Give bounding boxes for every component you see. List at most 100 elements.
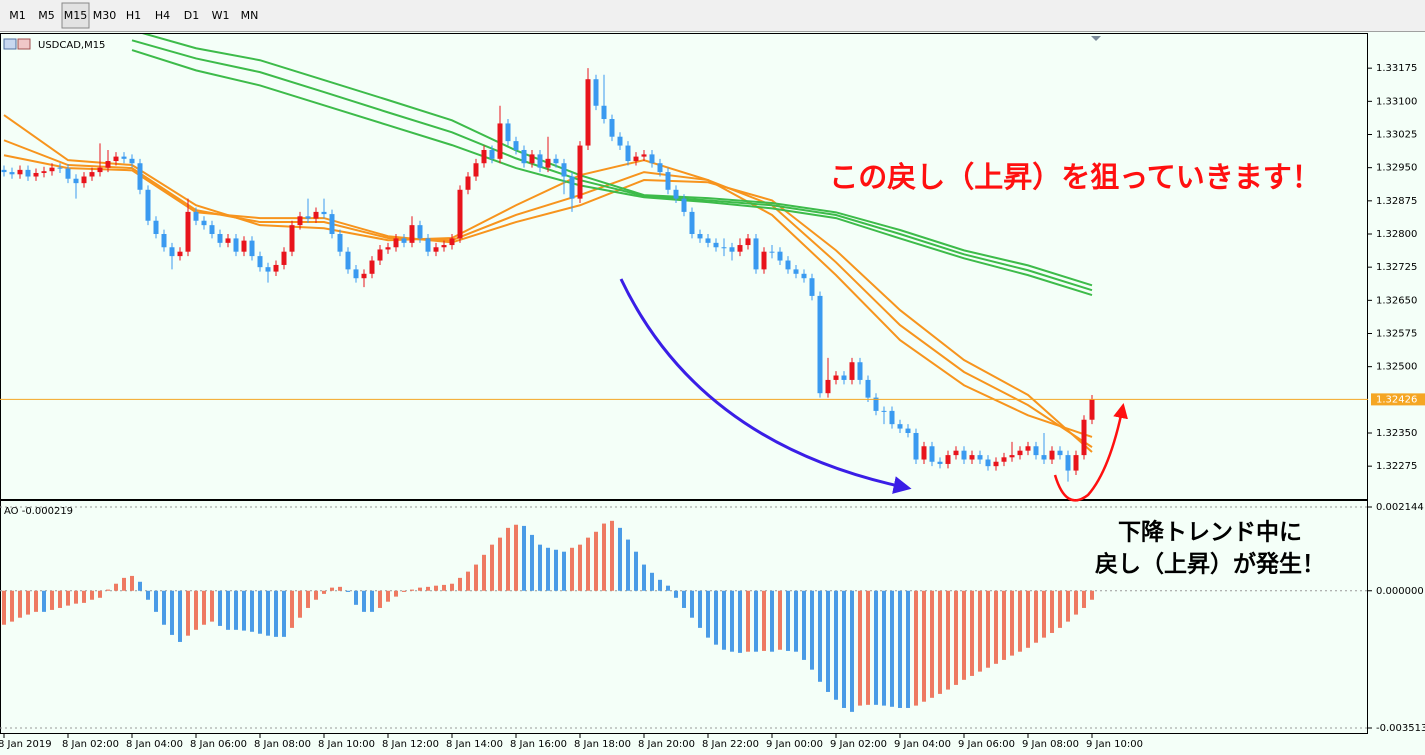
timeframe-button[interactable] [149,3,176,28]
ao-bar [506,527,510,591]
timeframe-label[interactable]: W1 [212,9,230,22]
timeframe-button[interactable] [120,3,147,28]
candle-body [505,123,511,142]
timeframe-button[interactable] [178,3,205,28]
current-price-label: 1.32426 [1376,394,1417,405]
candle-body [329,214,335,234]
ao-bar [314,590,318,600]
ao-bar [410,589,414,591]
timeframe-label[interactable]: M5 [38,9,55,22]
candle-body [865,379,871,398]
ao-bar [714,590,718,645]
timeframe-label[interactable]: M15 [64,9,88,22]
timeframe-label[interactable]: H4 [155,9,170,22]
ao-bar [1010,590,1014,656]
timeframe-button[interactable] [207,3,234,28]
candle-body [233,238,239,252]
timeframe-label[interactable]: H1 [126,9,141,22]
ao-bar [106,589,110,591]
timeframe-button[interactable] [61,2,90,29]
x-tick-label: 8 Jan 20:00 [638,739,695,750]
timeframe-button[interactable] [236,3,263,28]
ao-bar [18,590,22,618]
ao-bar [882,590,886,706]
candle-body [921,446,927,460]
candle-body [761,251,767,270]
candle-body [961,450,967,460]
main-panel-frame [0,33,1368,500]
ao-bar [90,590,94,600]
timeframe-label[interactable]: MN [241,9,259,22]
y-tick-label: 0.000000 [1376,586,1424,597]
ao-bar [642,564,646,591]
timeframe-button[interactable] [33,3,60,28]
y-tick-label: 1.33175 [1376,63,1417,74]
candle-body [249,240,255,257]
timeframe-label[interactable]: M1 [9,9,26,22]
ao-bar [186,590,190,636]
ao-bar [786,590,790,651]
symbol-icon [3,38,17,50]
candle-body [1041,455,1047,460]
ao-bar [338,586,342,591]
ao-bar [226,590,230,630]
moving-average [131,49,1093,296]
ao-bar [658,579,662,591]
ao-bar [442,584,446,591]
candle-body [257,256,263,268]
candle-body [241,240,247,252]
ao-bar [322,590,326,594]
moving-average [3,139,1093,448]
y-tick-label: 1.32575 [1376,328,1417,339]
ao-bar [434,585,438,591]
ao-bar [458,577,462,591]
candle-body [873,397,879,411]
ao-bar [522,525,526,591]
timeframe-button[interactable] [91,3,118,28]
candle-body [129,158,135,164]
candle-body [705,238,711,243]
ao-bar [682,590,686,608]
x-tick-label: 8 Jan 16:00 [510,739,567,750]
ao-bar [418,587,422,591]
candle-body [785,260,791,270]
candle-body [89,172,95,177]
ao-bar [1034,590,1038,643]
x-tick-label: 9 Jan 08:00 [1022,739,1079,750]
ao-bar [2,590,6,625]
ao-bar [234,590,238,630]
ao-bar [810,590,814,670]
x-tick-label: 9 Jan 02:00 [830,739,887,750]
candle-body [33,172,39,177]
ao-bar [250,590,254,632]
candle-body [753,238,759,270]
candle-body [953,450,959,456]
ao-bar [386,590,390,602]
ao-bar [578,544,582,591]
ao-bar [666,585,670,591]
y-tick-label: 1.33100 [1376,96,1417,107]
ao-bar [202,590,206,625]
candle-body [201,220,207,226]
ao-bar [546,547,550,591]
ao-bar [730,590,734,652]
timeframe-label[interactable]: D1 [184,9,199,22]
candle-body [305,216,311,219]
candle-body [913,432,919,460]
ao-bar [50,590,54,610]
candle-body [801,273,807,279]
ao-bar [10,590,14,622]
candle-body [1,169,7,173]
timeframe-label[interactable]: M30 [93,9,117,22]
ao-bar [562,551,566,591]
ao-bar [770,590,774,652]
timeframe-button[interactable] [4,3,31,28]
candle-body [521,149,527,164]
ao-bar [570,547,574,591]
candle-body [113,156,119,162]
candle-body [825,379,831,394]
candle-body [1057,450,1063,456]
ao-bar [778,590,782,650]
moving-average [3,114,1093,438]
ao-bar [850,590,854,712]
